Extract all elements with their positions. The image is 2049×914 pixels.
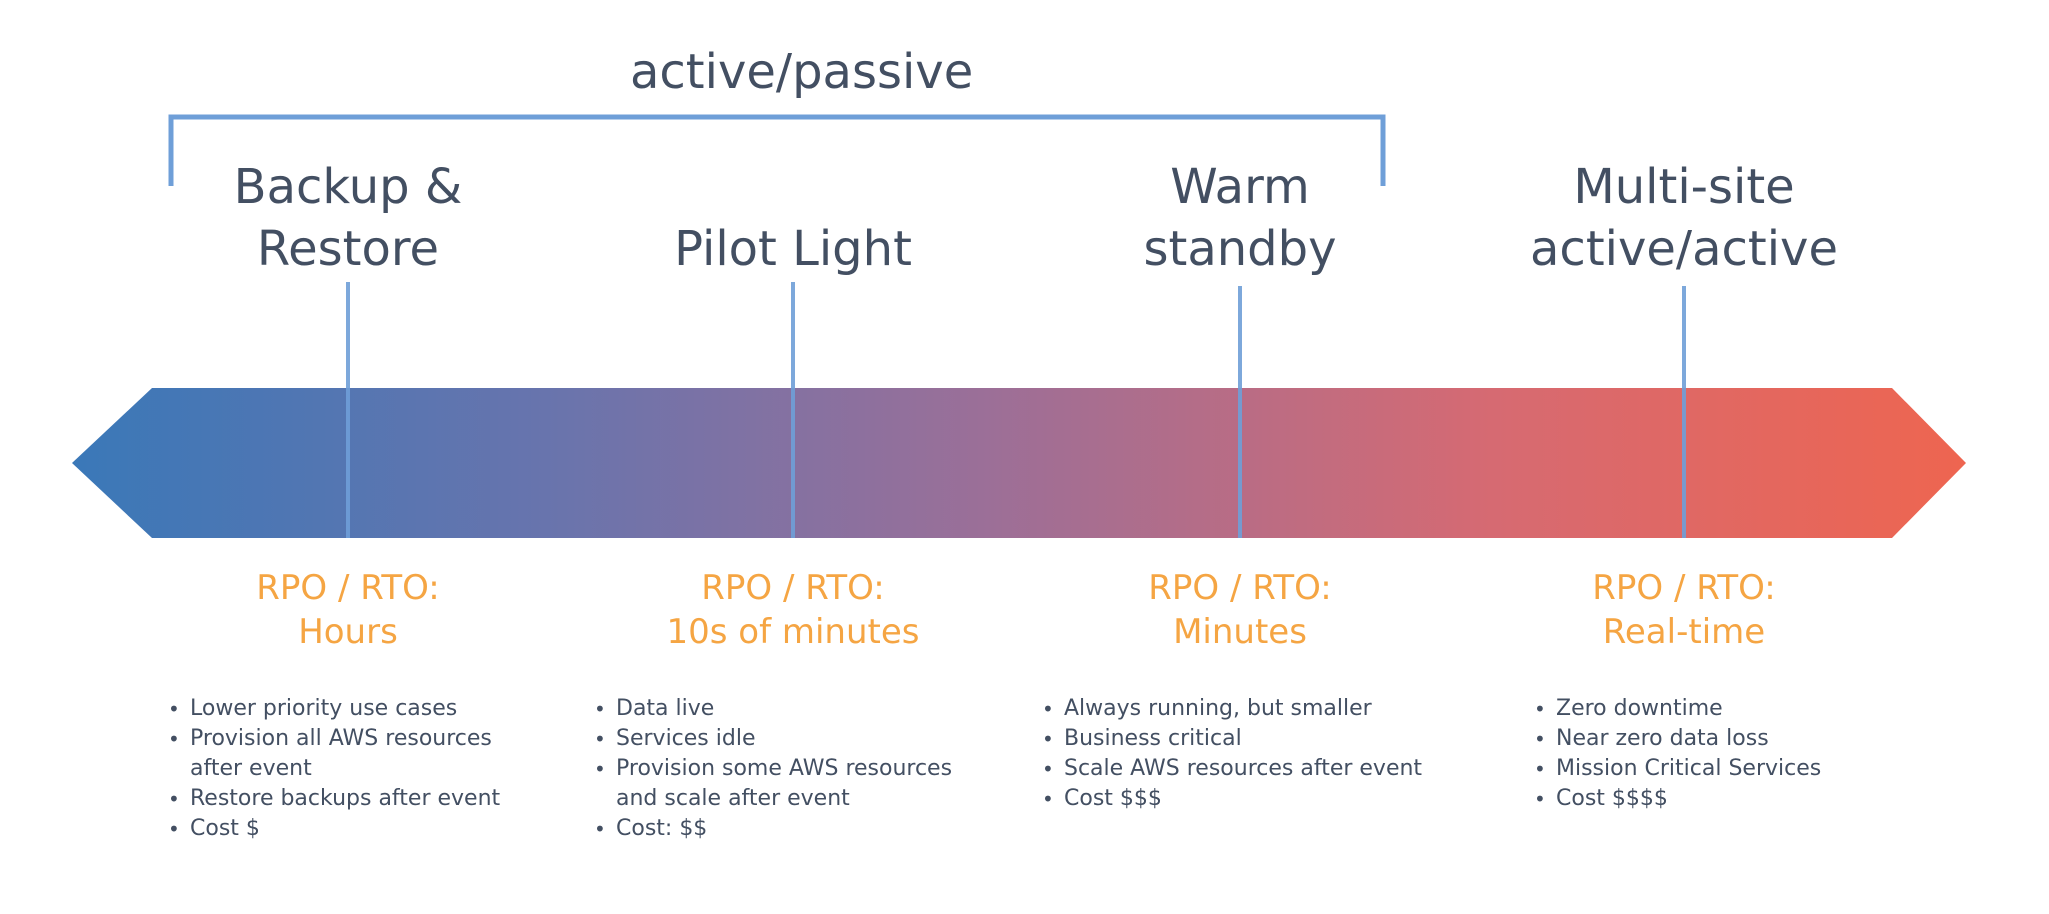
- list-item: Cost $$$$: [1532, 784, 1821, 814]
- bullet-list-warm-standby: Always running, but smaller Business cri…: [1040, 694, 1422, 814]
- rpo-rto-heading: RPO / RTO:: [256, 568, 440, 608]
- rpo-rto-value: Hours: [298, 612, 398, 652]
- list-item: Always running, but smaller: [1040, 694, 1422, 724]
- list-item: Zero downtime: [1532, 694, 1821, 724]
- strategy-title-line: Pilot Light: [674, 221, 912, 277]
- active-passive-bracket: [168, 114, 1386, 186]
- rpo-rto-value: 10s of minutes: [666, 612, 920, 652]
- rpo-rto-backup-restore: RPO / RTO: Hours: [128, 566, 568, 654]
- rpo-rto-multi-site: RPO / RTO: Real-time: [1464, 566, 1904, 654]
- rpo-rto-value: Real-time: [1602, 612, 1766, 652]
- rpo-rto-pilot-light: RPO / RTO: 10s of minutes: [573, 566, 1013, 654]
- list-item: Restore backups after event: [166, 784, 500, 814]
- bullet-list-backup-restore: Lower priority use cases Provision all A…: [166, 694, 500, 844]
- list-item-continuation: and scale after event: [616, 786, 850, 811]
- list-item-continuation: after event: [190, 756, 312, 781]
- rpo-rto-value: Minutes: [1173, 612, 1307, 652]
- strategy-title-warm-standby: Warm standby: [1020, 156, 1460, 280]
- strategy-title-line: Backup &: [233, 159, 463, 215]
- strategy-title-pilot-light: Pilot Light: [573, 218, 1013, 280]
- active-passive-label: active/passive: [630, 44, 974, 100]
- strategy-title-line: standby: [1143, 221, 1337, 277]
- list-item: Lower priority use cases: [166, 694, 500, 724]
- strategy-title-line: Warm: [1170, 159, 1310, 215]
- strategy-title-line: Multi-site: [1573, 159, 1795, 215]
- rpo-rto-heading: RPO / RTO:: [701, 568, 885, 608]
- strategy-title-multi-site: Multi-site active/active: [1464, 156, 1904, 280]
- bullet-list-pilot-light: Data live Services idle Provision some A…: [592, 694, 952, 844]
- list-item: Services idle: [592, 724, 952, 754]
- strategy-title-line: active/active: [1530, 221, 1838, 277]
- list-item: Business critical: [1040, 724, 1422, 754]
- list-item: Near zero data loss: [1532, 724, 1821, 754]
- list-item: Provision all AWS resources: [166, 724, 500, 754]
- list-item: Data live: [592, 694, 952, 724]
- strategy-title-line: Restore: [256, 221, 440, 277]
- spectrum-arrow: [72, 388, 1966, 538]
- list-item: Cost $: [166, 814, 500, 844]
- rpo-rto-heading: RPO / RTO:: [1148, 568, 1332, 608]
- strategy-title-backup-restore: Backup & Restore: [128, 156, 568, 280]
- rpo-rto-warm-standby: RPO / RTO: Minutes: [1020, 566, 1460, 654]
- list-item: Scale AWS resources after event: [1040, 754, 1422, 784]
- list-item: Cost: $$: [592, 814, 952, 844]
- bullet-list-multi-site: Zero downtime Near zero data loss Missio…: [1532, 694, 1821, 814]
- list-item: Provision some AWS resources: [592, 754, 952, 784]
- list-item: Mission Critical Services: [1532, 754, 1821, 784]
- rpo-rto-heading: RPO / RTO:: [1592, 568, 1776, 608]
- list-item: Cost $$$: [1040, 784, 1422, 814]
